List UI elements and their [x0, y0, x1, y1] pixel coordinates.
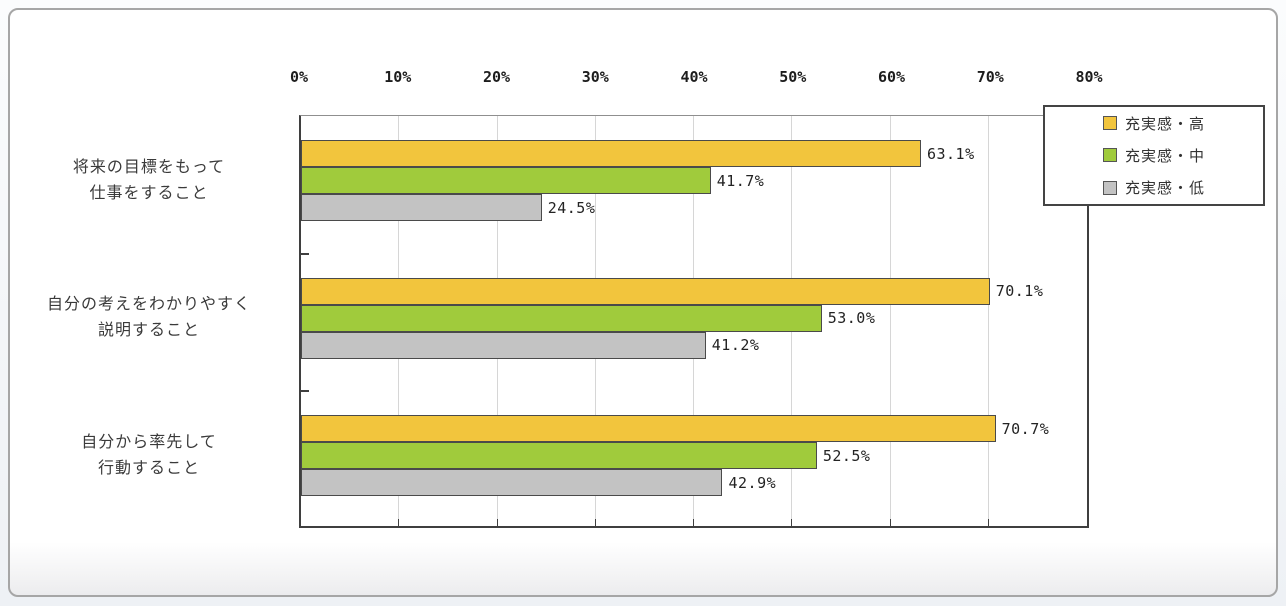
- category-label: 自分の考えをわかりやすく 説明すること: [10, 291, 288, 343]
- value-label: 53.0%: [827, 309, 876, 328]
- category-band: 70.7% 52.5% 42.9%: [301, 391, 1087, 529]
- x-axis-tick-label: 60%: [877, 68, 906, 86]
- x-axis-tick-label: 40%: [680, 68, 708, 86]
- x-axis-tick-label: 10%: [384, 68, 412, 86]
- x-axis-tick-mark: [594, 519, 596, 526]
- bar-充実感・低: [301, 194, 542, 221]
- legend-label: 充実感・低: [1124, 179, 1205, 198]
- bar-充実感・中: [301, 442, 817, 470]
- category-label-line: 仕事をすること: [89, 182, 209, 202]
- bar-充実感・低: [301, 469, 723, 497]
- category-label-line: 自分の考えをわかりやすく: [46, 294, 251, 314]
- bar-充実感・中: [301, 304, 822, 332]
- chart-card: 0% 10% 20% 30% 40% 50% 60% 70% 80% 将来の目標をもって 仕事をす…: [8, 8, 1278, 597]
- category-label-line: 行動すること: [97, 457, 200, 477]
- x-axis-tick-label: 70%: [976, 68, 1004, 86]
- category-separator-tick: [301, 390, 309, 393]
- x-axis-tick-mark: [791, 519, 793, 526]
- category-separator-tick: [301, 252, 309, 255]
- value-label: 24.5%: [547, 198, 596, 217]
- category-label-line: 自分から率先して: [81, 431, 217, 451]
- legend: 充実感・高充実感・中充実感・低: [1043, 105, 1265, 206]
- category-label-line: 説明すること: [97, 320, 200, 340]
- bar-充実感・高: [301, 277, 990, 305]
- legend-swatch-icon: [1102, 180, 1117, 195]
- plot-area: 63.1% 41.7% 24.5% 70.1% 53.0% 41.2% 70.7% 52.5%…: [299, 115, 1089, 528]
- value-label: 70.1%: [995, 282, 1044, 301]
- value-label: 52.5%: [822, 446, 871, 465]
- legend-swatch-icon: [1102, 148, 1117, 163]
- x-axis-tick-mark: [496, 519, 498, 526]
- gridline: [889, 116, 891, 526]
- legend-swatch-icon: [1102, 116, 1117, 131]
- legend-item: 充実感・高: [1102, 113, 1205, 134]
- x-axis-tick-mark: [693, 519, 694, 526]
- x-axis-tick-mark: [398, 519, 400, 526]
- value-label: 41.7%: [716, 171, 765, 190]
- category-label-line: 将来の目標をもって: [72, 156, 226, 176]
- bar-充実感・中: [301, 167, 711, 194]
- legend-label: 充実感・高: [1124, 114, 1205, 133]
- category-label: 将来の目標をもって 仕事をすること: [10, 154, 288, 206]
- value-label: 70.7%: [1001, 419, 1050, 438]
- value-label: 42.9%: [728, 473, 777, 492]
- legend-item: 充実感・中: [1102, 145, 1205, 166]
- x-axis-tick-label: 20%: [482, 68, 511, 86]
- bar-充実感・高: [301, 140, 921, 167]
- category-label: 自分から率先して 行動すること: [10, 429, 288, 481]
- legend-item: 充実感・低: [1102, 177, 1205, 198]
- legend-label: 充実感・中: [1124, 146, 1205, 165]
- x-axis-tick-label: 80%: [1075, 68, 1103, 86]
- x-axis-tick-mark: [987, 519, 989, 526]
- gridline: [987, 116, 989, 526]
- x-axis-tick-label: 50%: [779, 68, 807, 86]
- value-label: 63.1%: [926, 144, 975, 163]
- bar-充実感・高: [301, 415, 996, 443]
- x-axis-tick-label: 0%: [289, 68, 309, 86]
- category-band: 70.1% 53.0% 41.2%: [301, 254, 1087, 392]
- category-band: 63.1% 41.7% 24.5%: [301, 116, 1087, 254]
- value-label: 41.2%: [711, 336, 760, 355]
- bar-充実感・低: [301, 331, 706, 359]
- x-axis-tick-mark: [889, 519, 891, 526]
- x-axis-tick-label: 30%: [581, 68, 609, 86]
